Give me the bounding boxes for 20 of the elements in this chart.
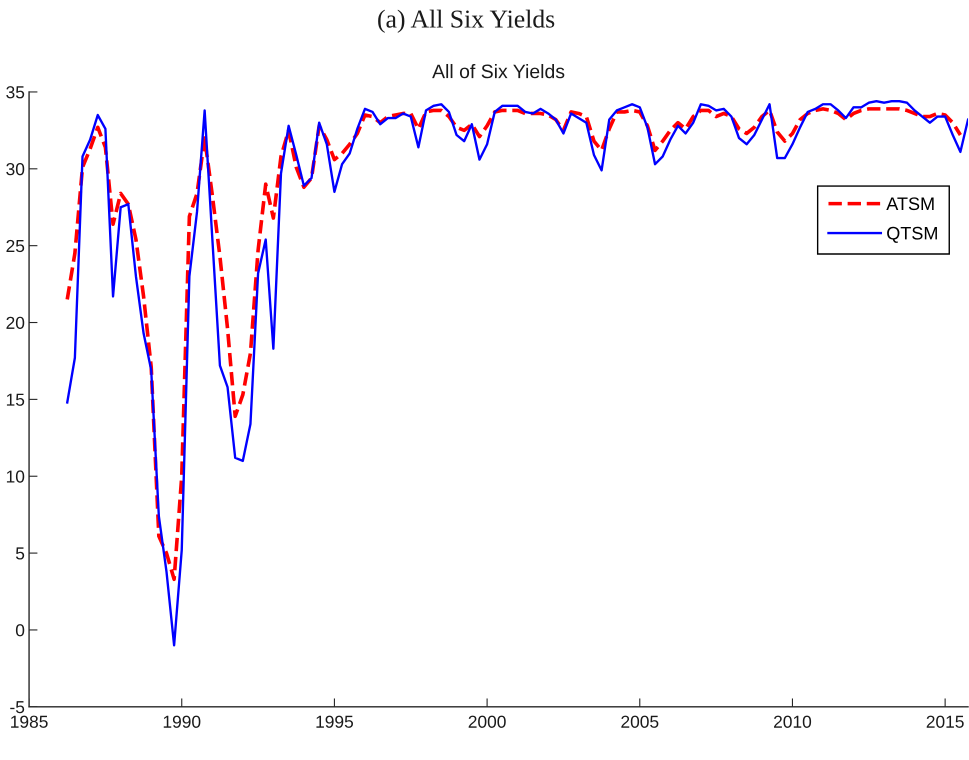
y-tick-label: 10 [6, 470, 24, 483]
legend-label: ATSM [886, 197, 934, 210]
x-tick-label: 1990 [164, 716, 200, 728]
y-tick-label: 5 [16, 547, 24, 560]
y-tick-label: 35 [6, 86, 24, 98]
x-tick-label: 1985 [11, 716, 48, 728]
legend-label: QTSM [887, 226, 937, 243]
y-tick-label: 25 [6, 240, 24, 252]
x-tick-label: 2005 [621, 716, 658, 728]
y-tick-label: 0 [16, 624, 24, 636]
y-tick-label: 30 [6, 162, 24, 176]
y-tick-label: 20 [6, 316, 24, 329]
y-tick-label: -5 [10, 701, 24, 714]
x-tick-label: 2000 [468, 716, 506, 728]
x-tick-label: 2015 [926, 716, 964, 728]
y-tick-label: 15 [6, 394, 24, 406]
chart-title: All of Six Yields [432, 64, 564, 78]
x-tick-label: 2010 [774, 716, 812, 728]
text: (a) All Six Yields [378, 10, 554, 33]
x-tick-label: 1995 [316, 716, 354, 728]
